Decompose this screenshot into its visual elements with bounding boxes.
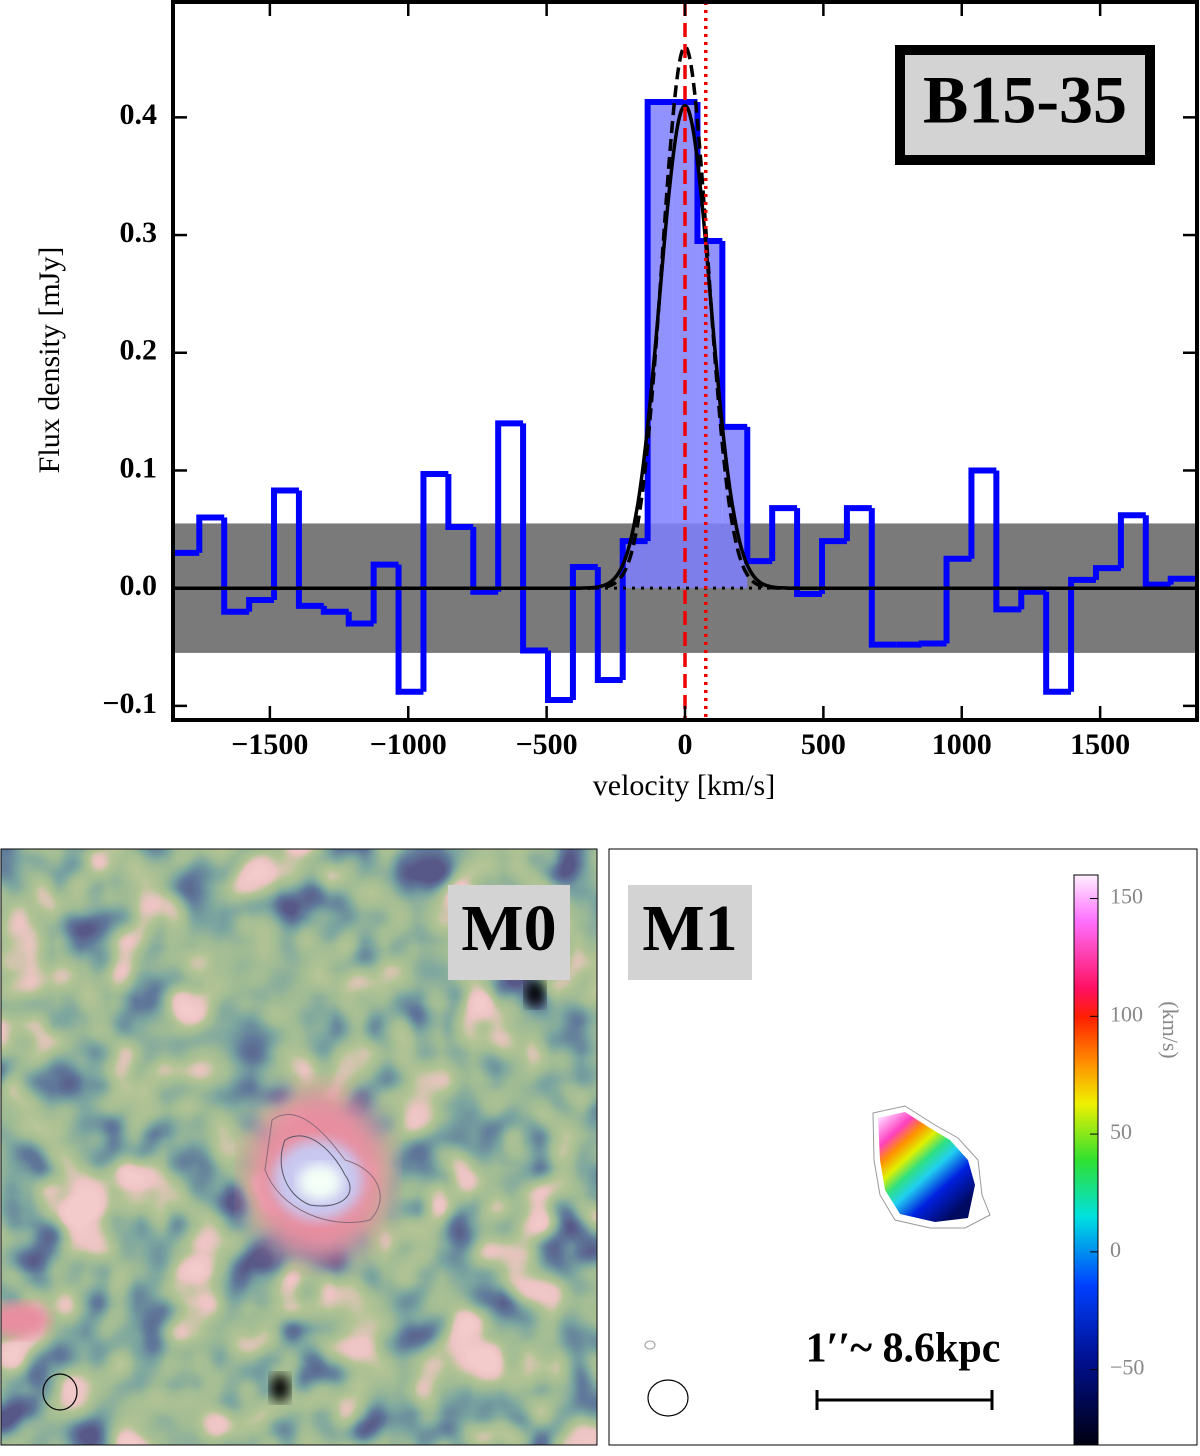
x-tick-label: −1000 <box>370 728 447 761</box>
histogram-step <box>395 564 424 695</box>
x-tick-label: −1500 <box>231 728 308 761</box>
histogram-step <box>370 561 399 624</box>
title-box <box>895 45 1155 165</box>
histogram-step <box>420 470 449 692</box>
colorbar-tick-label: −50 <box>1110 1355 1144 1380</box>
histogram-step <box>221 517 250 615</box>
histogram-step <box>1068 576 1096 692</box>
negative-peak <box>270 1374 290 1402</box>
y-tick-label: 0.4 <box>120 98 158 131</box>
histogram-step <box>1043 591 1072 695</box>
histogram-step <box>594 566 623 683</box>
plot-area <box>173 2 1197 720</box>
contour <box>644 1340 656 1350</box>
colorbar-label: (km/s) <box>1158 1001 1183 1058</box>
negative-peak <box>525 979 545 1007</box>
histogram-step <box>1117 512 1146 569</box>
x-tick-label: 0 <box>678 728 693 761</box>
histogram-step <box>818 538 847 595</box>
histogram-step <box>569 563 598 700</box>
contour <box>872 1105 991 1229</box>
histogram-step <box>470 526 499 595</box>
histogram-step <box>694 102 723 244</box>
y-tick-label: −0.1 <box>102 687 157 720</box>
contour <box>280 1135 351 1207</box>
histogram-step <box>993 470 1022 613</box>
histogram-step <box>495 420 524 592</box>
fit-curve <box>173 45 1197 590</box>
histogram-step <box>1167 575 1196 585</box>
y-tick-label: 0.1 <box>120 451 158 484</box>
colorbar-tick-label: 50 <box>1110 1119 1132 1144</box>
histogram-step <box>1092 565 1121 580</box>
histogram-step <box>320 605 349 615</box>
beam <box>42 1373 78 1411</box>
histogram-step <box>545 650 573 703</box>
colorbar-tick-label: 100 <box>1110 1001 1143 1026</box>
histogram-step <box>619 538 648 680</box>
histogram-step <box>196 514 225 553</box>
colorbar-tick-label: 150 <box>1110 884 1143 909</box>
histogram-step <box>271 487 299 600</box>
spectrum-plot: −1500 −1000 −500 0 500 1000 1500 −0.1 0.0 0.1 0.2 0… <box>102 0 1199 761</box>
y-tick-label: 0.0 <box>120 569 158 602</box>
contour <box>264 1114 381 1224</box>
histogram-step <box>943 555 972 644</box>
colorbar <box>1073 874 1099 1446</box>
colorbar-tick-label: 0 <box>1110 1237 1121 1262</box>
histogram-step <box>719 240 748 430</box>
x-tick-label: 500 <box>801 728 846 761</box>
x-axis-label: velocity [km/s] <box>593 769 775 802</box>
y-tick-label: 0.2 <box>120 334 158 367</box>
histogram-step <box>794 508 822 598</box>
y-axis-label: Flux density [mJy] <box>33 247 66 474</box>
beam <box>647 1379 689 1417</box>
x-tick-label: 1500 <box>1070 728 1130 761</box>
histogram-step <box>520 423 549 654</box>
velocity-map <box>878 1112 975 1222</box>
chart-title: B15-35 <box>923 62 1127 138</box>
histogram-step <box>295 490 324 609</box>
x-tick-label: 1000 <box>932 728 992 761</box>
histogram-step <box>246 596 275 612</box>
source-peak <box>298 1164 342 1200</box>
histogram-step <box>1142 515 1171 588</box>
histogram-step <box>968 467 997 559</box>
label-box <box>628 885 752 980</box>
line-fill <box>622 541 648 589</box>
panel-label: M1 <box>642 892 737 965</box>
label-box <box>448 885 570 980</box>
histogram-step <box>644 99 673 542</box>
scale-bar-label: 1′′~ 8.6kpc <box>806 1326 1001 1372</box>
histogram-step <box>843 505 872 542</box>
histogram-step <box>769 505 798 562</box>
emission <box>1 1302 50 1338</box>
y-tick-label: 0.3 <box>120 216 158 249</box>
colorbar-ticks: −50 0 50 100 150 <box>1090 884 1144 1380</box>
histogram-step <box>345 611 374 627</box>
panel-label: M0 <box>461 892 556 965</box>
x-tick-label: −500 <box>516 728 578 761</box>
histogram-step <box>868 508 897 648</box>
histogram-step <box>918 640 947 647</box>
histogram-step <box>445 473 474 530</box>
histogram-step <box>1018 588 1047 610</box>
m0-frame <box>0 848 598 1446</box>
